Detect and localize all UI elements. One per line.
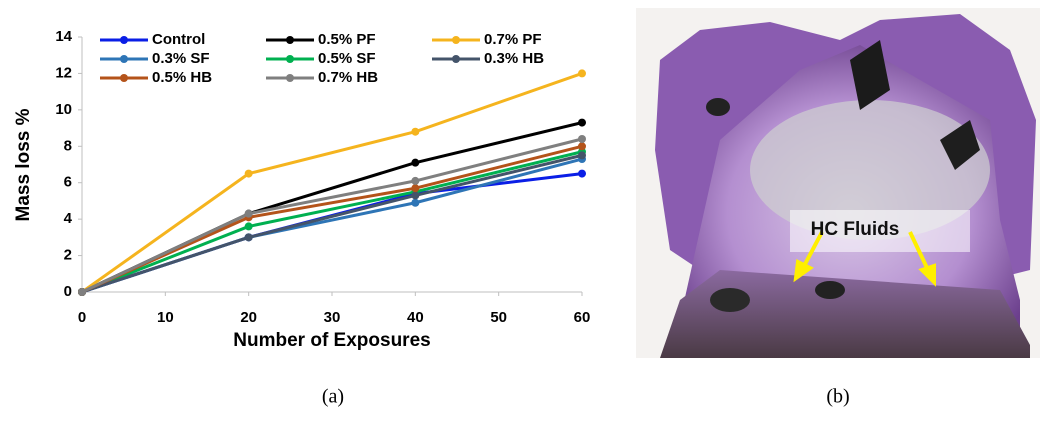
panel-label: (b) — [826, 386, 849, 408]
x-axis-title: Number of Exposures — [233, 330, 430, 351]
point — [578, 118, 586, 127]
legend-marker — [452, 36, 460, 44]
series-line — [81, 150, 583, 294]
x-tick-label: 40 — [407, 309, 424, 326]
legend-label: Control — [152, 31, 205, 48]
y-tick-label: 4 — [64, 210, 73, 227]
point — [578, 142, 586, 151]
x-tick-label: 0 — [78, 309, 86, 326]
x-tick-label: 50 — [490, 309, 507, 326]
legend-marker — [286, 55, 294, 63]
legend-marker — [286, 36, 294, 44]
point — [78, 288, 86, 296]
point — [244, 169, 253, 178]
legend-label: 0.5% HB — [152, 69, 212, 86]
legend-label: 0.3% HB — [484, 50, 544, 67]
point — [411, 191, 420, 200]
panel-label: (a) — [322, 386, 344, 408]
x-tick-label: 10 — [157, 309, 174, 326]
series-line — [81, 144, 583, 294]
y-axis-title: Mass loss % — [13, 108, 34, 221]
legend-label: 0.3% SF — [152, 50, 210, 67]
y-tick-label: 8 — [64, 137, 72, 154]
photo-annotation: HC Fluids — [811, 219, 900, 240]
point — [244, 222, 253, 231]
point — [578, 151, 586, 160]
rock-photo: HC Fluids — [636, 8, 1040, 358]
point — [411, 158, 420, 167]
legend-marker — [120, 36, 128, 44]
x-tick-label: 20 — [240, 309, 257, 326]
point — [411, 184, 420, 193]
point — [244, 209, 253, 218]
series-line — [81, 137, 583, 294]
series-line — [81, 153, 583, 294]
point — [411, 127, 420, 136]
y-tick-label: 2 — [64, 247, 72, 264]
series-line — [81, 172, 583, 294]
y-tick-label: 0 — [64, 283, 72, 300]
y-tick-label: 14 — [55, 28, 72, 45]
series-line — [81, 157, 583, 294]
legend-label: 0.5% PF — [318, 31, 376, 48]
y-tick-label: 6 — [64, 174, 72, 191]
point — [578, 69, 586, 78]
legend-marker — [452, 55, 460, 63]
x-tick-label: 60 — [574, 309, 591, 326]
y-tick-label: 12 — [55, 64, 72, 81]
series-line — [81, 72, 583, 294]
point — [578, 169, 586, 178]
point — [411, 176, 420, 185]
legend-marker — [120, 55, 128, 63]
y-tick-label: 10 — [55, 101, 72, 118]
legend-label: 0.5% SF — [318, 50, 376, 67]
legend-label: 0.7% HB — [318, 69, 378, 86]
x-tick-label: 30 — [324, 309, 341, 326]
point — [578, 135, 586, 143]
point — [411, 198, 420, 207]
legend-label: 0.7% PF — [484, 31, 542, 48]
legend-marker — [120, 74, 128, 82]
point — [244, 233, 253, 242]
legend-marker — [286, 74, 294, 82]
